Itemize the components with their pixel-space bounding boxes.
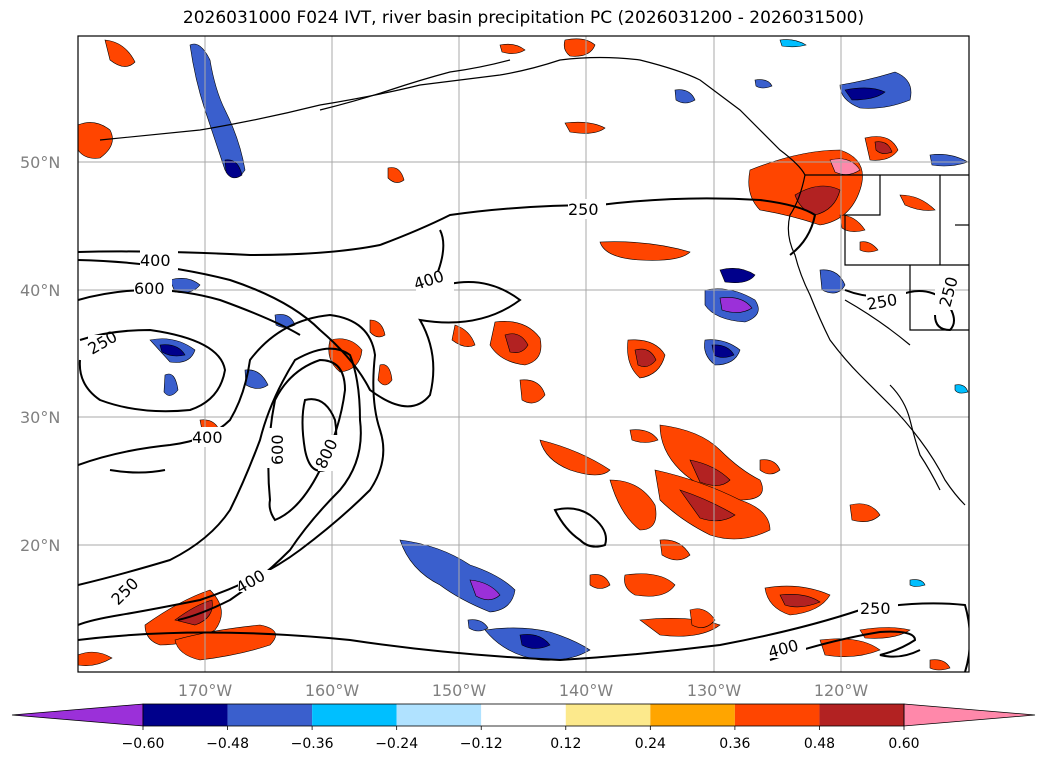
lat-label: 20°N: [20, 536, 60, 555]
colorbar-tick-label: −0.60: [122, 736, 165, 752]
lon-label: 150°W: [432, 681, 487, 700]
contour-label: 250: [568, 200, 599, 219]
colorbar-segment: [396, 704, 482, 726]
positive-precip-areas: [78, 38, 951, 671]
colorbar-tick-label: −0.48: [206, 736, 249, 752]
lon-label: 140°W: [559, 681, 614, 700]
colorbar-tick-label: −0.12: [460, 736, 503, 752]
colorbar-tick-label: 0.12: [550, 736, 581, 752]
colorbar-tick-label: 0.24: [635, 736, 666, 752]
colorbar-tick-label: −0.36: [291, 736, 334, 752]
contour-label: 600: [268, 434, 287, 465]
latitude-labels: 50°N 40°N 30°N 20°N: [20, 153, 60, 555]
lon-label: 120°W: [814, 681, 869, 700]
colorbar-tick-label: 0.48: [804, 736, 835, 752]
contour-label: 600: [134, 279, 165, 298]
lat-label: 40°N: [20, 281, 60, 300]
ivt-contour-labels: 250 400 600 400 250 400 600 800 400 250 …: [85, 199, 962, 662]
lat-label: 50°N: [20, 153, 60, 172]
colorbar-tick-label: 0.36: [719, 736, 750, 752]
figure-title: 2026031000 F024 IVT, river basin precipi…: [182, 8, 865, 28]
contour-label: 400: [140, 251, 171, 270]
colorbar-segment: [565, 704, 651, 726]
colorbar-segment: [734, 704, 820, 726]
lon-label: 160°W: [305, 681, 360, 700]
colorbar-segment: [143, 704, 228, 726]
coastlines: [99, 56, 969, 506]
colorbar-segment: [481, 704, 566, 726]
colorbar-extend-max: [903, 703, 1036, 727]
lon-label: 170°W: [178, 681, 233, 700]
colorbar-segment: [819, 704, 904, 726]
colorbar-frame: [142, 703, 905, 727]
contour-label: 400: [192, 428, 223, 447]
colorbar-tick-label: 0.60: [888, 736, 919, 752]
map-frame: [77, 35, 970, 673]
colorbar: −0.60 −0.48 −0.36 −0.24 −0.12 0.12 0.24 0.36 0.4…: [11, 703, 1036, 752]
lat-label: 30°N: [20, 408, 60, 427]
colorbar-extend-min: [11, 703, 144, 727]
lon-label: 130°W: [687, 681, 742, 700]
colorbar-segment: [650, 704, 735, 726]
colorbar-tick-label: −0.24: [375, 736, 418, 752]
contour-label: 250: [860, 599, 891, 618]
gridlines: [78, 36, 969, 672]
longitude-labels: 170°W 160°W 150°W 140°W 130°W 120°W: [178, 681, 869, 700]
colorbar-segment: [227, 704, 313, 726]
ivt-contours: [78, 197, 969, 672]
colorbar-segment: [312, 704, 397, 726]
